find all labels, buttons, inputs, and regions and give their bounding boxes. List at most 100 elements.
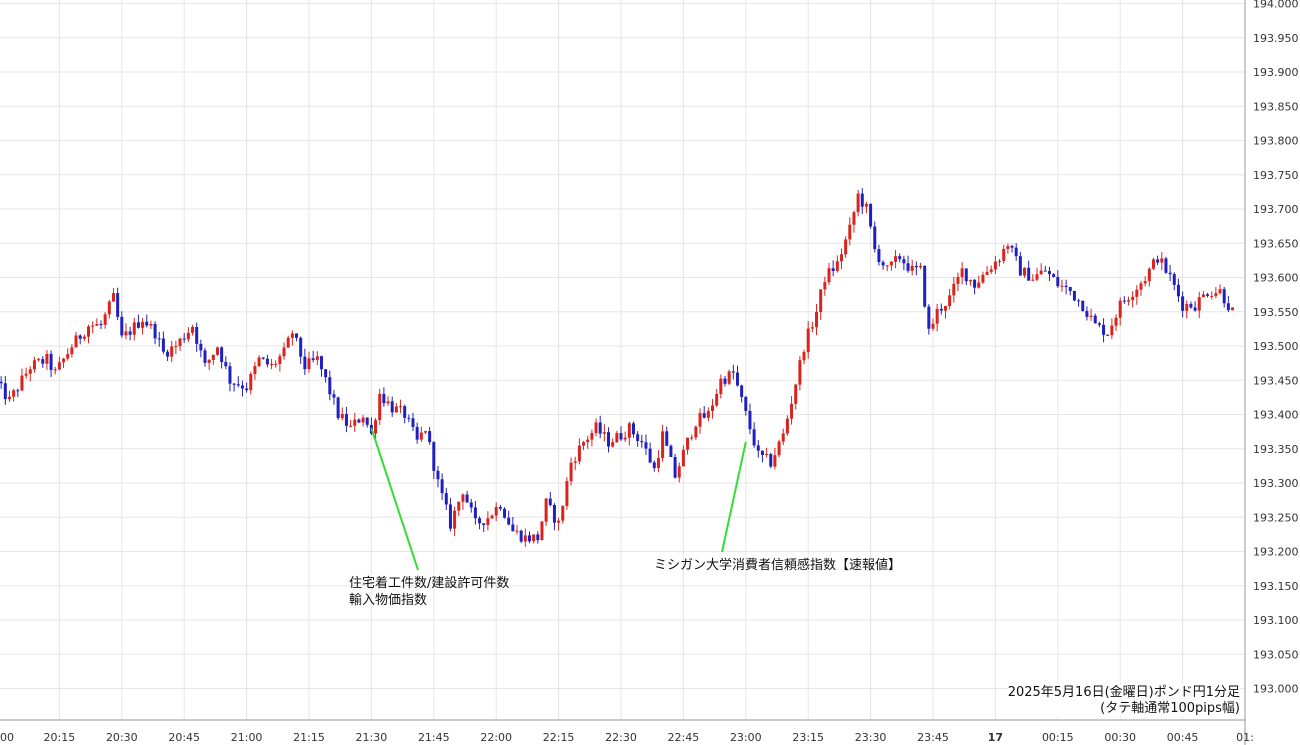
- candle-body: [973, 279, 977, 288]
- candle-body: [706, 411, 710, 418]
- candle-body: [619, 433, 623, 440]
- candle-body: [432, 442, 436, 471]
- candle-body: [28, 369, 32, 374]
- candle-body: [623, 437, 627, 440]
- candle-body: [1089, 315, 1093, 317]
- candle-body: [95, 324, 99, 326]
- candle-body: [87, 326, 91, 337]
- candle-body: [815, 311, 819, 328]
- candle-body: [461, 494, 465, 502]
- y-tick-label: 193.300: [1253, 477, 1299, 490]
- candle-body: [802, 352, 806, 361]
- candle-body: [324, 369, 328, 378]
- candle-body: [1172, 274, 1176, 285]
- y-tick-label: 193.150: [1253, 580, 1299, 593]
- candle-body: [856, 193, 860, 213]
- candle-body: [236, 384, 240, 386]
- candle-body: [448, 504, 452, 529]
- candle-body: [1072, 290, 1076, 301]
- candle-body: [719, 378, 723, 394]
- candle-body: [249, 374, 253, 391]
- candle-body: [1131, 296, 1135, 301]
- x-tick-label: 00:30: [1104, 731, 1136, 744]
- candle-body: [1210, 295, 1214, 297]
- candle-body: [590, 432, 594, 440]
- candle-body: [831, 268, 835, 271]
- candle-body: [149, 323, 153, 326]
- candle-body: [403, 406, 407, 418]
- candle-body: [569, 462, 573, 482]
- candle-body: [752, 429, 756, 446]
- annotation-label: ミシガン大学消費者信頼感指数【速報値】: [654, 557, 901, 573]
- candle-body: [103, 314, 107, 325]
- candle-body: [540, 521, 544, 541]
- candle-body: [136, 322, 140, 328]
- candle-body: [419, 432, 423, 440]
- candle-body: [1064, 285, 1068, 288]
- candle-body: [586, 439, 590, 443]
- candle-body: [503, 508, 507, 518]
- candle-body: [278, 356, 282, 364]
- candle-body: [1176, 284, 1180, 297]
- candle-body: [0, 381, 3, 384]
- candle-body: [203, 350, 207, 363]
- y-axis-labels: 194.000 193.950 193.900 193.850 193.800 193.7…: [1253, 0, 1299, 696]
- candle-body: [344, 414, 348, 426]
- candle-body: [232, 383, 236, 385]
- candle-body: [1193, 307, 1197, 311]
- x-tick-label: 23:15: [792, 731, 824, 744]
- y-tick-label: 194.000: [1253, 0, 1299, 11]
- candles: [0, 188, 1235, 547]
- candle-body: [141, 321, 145, 328]
- candle-body: [548, 498, 552, 506]
- candle-body: [428, 431, 432, 443]
- candle-body: [111, 293, 115, 302]
- candle-body: [1002, 248, 1006, 261]
- candle-body: [290, 333, 294, 338]
- candle-body: [53, 369, 57, 371]
- candle-body: [1077, 300, 1081, 302]
- candle-body: [977, 282, 981, 288]
- candle-body: [99, 324, 103, 326]
- candle-body: [523, 535, 527, 542]
- candle-body: [744, 396, 748, 411]
- candle-body: [498, 507, 502, 509]
- candle-body: [1139, 283, 1143, 290]
- chart-caption: 2025年5月16日(金曜日)ポンド円1分足 (タテ軸通常100pips幅): [1007, 685, 1240, 717]
- candle-body: [37, 359, 41, 361]
- candle-body: [382, 393, 386, 404]
- candle-body: [253, 366, 257, 375]
- candle-body: [1031, 279, 1035, 281]
- candle-body: [374, 420, 378, 434]
- candle-body: [407, 417, 411, 419]
- y-tick-label: 193.850: [1253, 100, 1299, 113]
- candle-body: [661, 431, 665, 458]
- candle-body: [844, 239, 848, 255]
- x-axis-labels: 00 20:15 20:30 20:45 21:00 21:15 21:30 21:45 22:…: [0, 731, 1254, 744]
- candle-body: [919, 265, 923, 268]
- candle-body: [107, 301, 111, 315]
- candle-body: [161, 338, 165, 352]
- candle-body: [365, 417, 369, 425]
- candle-body: [453, 510, 457, 529]
- candle-body: [573, 461, 577, 463]
- candle-body: [686, 437, 690, 450]
- candle-body: [981, 274, 985, 283]
- candle-body: [848, 224, 852, 240]
- candle-body: [20, 375, 24, 391]
- candle-body: [1226, 303, 1230, 311]
- candle-body: [261, 357, 265, 359]
- candle-body: [174, 346, 178, 348]
- candle-body: [49, 353, 53, 370]
- x-tick-label: 20:15: [44, 731, 76, 744]
- candle-body: [665, 431, 669, 446]
- candle-body: [765, 454, 769, 456]
- x-tick-label: 23:45: [917, 731, 949, 744]
- candle-body: [1006, 246, 1010, 249]
- y-tick-label: 193.550: [1253, 306, 1299, 319]
- candle-body: [16, 390, 20, 392]
- candle-body: [32, 360, 36, 370]
- candle-body: [3, 383, 7, 400]
- candle-body: [319, 356, 323, 370]
- candle-body: [440, 479, 444, 494]
